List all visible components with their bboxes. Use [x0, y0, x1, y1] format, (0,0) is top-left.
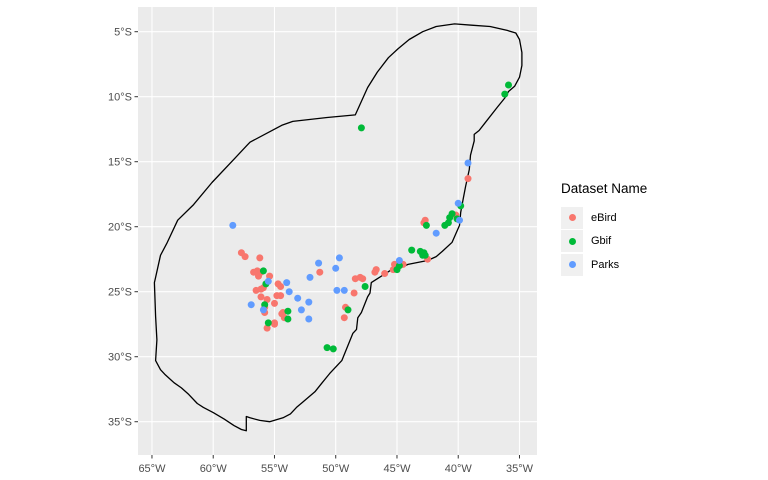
data-point-gbif — [408, 246, 416, 254]
y-tick-label: 15°S — [108, 157, 132, 169]
data-point-parks — [229, 221, 237, 229]
data-point-ebird — [316, 268, 324, 276]
country-outline — [153, 23, 523, 432]
plot-panel — [138, 7, 537, 455]
data-point-ebird — [371, 268, 379, 276]
data-point-parks — [454, 199, 462, 207]
legend-item-parks: Parks — [561, 253, 647, 277]
data-point-parks — [305, 298, 313, 306]
y-tick-label: 30°S — [108, 352, 132, 364]
data-point-gbif — [284, 315, 292, 323]
x-tick-label: 35°W — [506, 463, 534, 475]
data-point-gbif — [501, 90, 509, 98]
data-point-gbif — [361, 283, 369, 290]
data-point-parks — [432, 229, 440, 237]
legend-ebird-dot-icon — [568, 214, 576, 222]
data-point-gbif — [357, 124, 365, 132]
data-point-gbif — [421, 251, 429, 259]
legend-key-parks — [561, 253, 583, 276]
data-point-ebird — [271, 320, 278, 328]
data-point-gbif — [264, 319, 272, 327]
data-point-parks — [333, 286, 341, 294]
data-point-ebird — [263, 296, 271, 303]
data-point-ebird — [277, 283, 285, 290]
data-point-gbif — [259, 267, 267, 275]
data-point-parks — [456, 216, 463, 224]
data-point-parks — [259, 306, 267, 314]
data-point-parks — [283, 279, 291, 287]
data-point-parks — [395, 257, 403, 264]
data-point-parks — [335, 254, 343, 262]
data-point-parks — [297, 306, 305, 314]
x-tick-label: 55°W — [261, 463, 289, 475]
data-point-parks — [264, 277, 272, 285]
data-point-ebird — [255, 272, 262, 280]
data-point-gbif — [329, 345, 337, 353]
data-point-ebird — [381, 270, 389, 277]
data-point-parks — [247, 301, 255, 309]
data-point-ebird — [256, 254, 264, 262]
data-point-parks — [332, 264, 340, 272]
y-tick-label: 35°S — [108, 417, 132, 429]
legend-item-gbif: Gbif — [561, 230, 647, 254]
data-point-parks — [305, 315, 313, 323]
legend-parks-dot-icon — [568, 261, 576, 269]
data-point-ebird — [340, 314, 348, 322]
data-point-gbif — [323, 344, 331, 352]
data-point-ebird — [278, 310, 286, 318]
data-point-ebird — [241, 253, 249, 261]
legend: Dataset Name eBird Gbif Parks — [561, 181, 647, 277]
data-point-gbif — [441, 221, 449, 229]
data-point-parks — [315, 259, 323, 267]
legend-title: Dataset Name — [561, 181, 648, 196]
legend-label-parks: Parks — [591, 258, 620, 271]
legend-gbif-dot-icon — [568, 237, 576, 245]
legend-key-gbif — [561, 230, 583, 253]
data-point-ebird — [359, 275, 367, 283]
data-point-parks — [294, 294, 302, 302]
legend-label-ebird: eBird — [591, 211, 617, 224]
data-point-ebird — [250, 268, 258, 276]
y-tick-label: 25°S — [108, 287, 132, 299]
data-point-parks — [464, 159, 472, 167]
x-tick-label: 40°W — [445, 463, 473, 475]
y-tick-label: 20°S — [108, 222, 132, 234]
legend-key-ebird — [561, 206, 583, 229]
y-tick-label: 5°S — [114, 27, 132, 39]
data-point-gbif — [393, 266, 401, 274]
x-tick-label: 50°W — [322, 463, 350, 475]
x-tick-label: 60°W — [200, 463, 228, 475]
data-point-parks — [340, 286, 348, 294]
legend-label-gbif: Gbif — [591, 235, 612, 248]
data-point-gbif — [284, 307, 292, 315]
x-tick-label: 65°W — [138, 463, 166, 475]
data-point-ebird — [257, 293, 265, 301]
data-point-parks — [306, 273, 314, 281]
data-point-ebird — [350, 289, 358, 297]
data-point-gbif — [344, 306, 352, 314]
data-point-ebird — [277, 292, 285, 300]
y-tick-label: 10°S — [108, 92, 132, 104]
legend-item-ebird: eBird — [561, 206, 647, 230]
data-point-gbif — [422, 221, 430, 229]
data-point-ebird — [464, 175, 472, 183]
data-point-parks — [285, 288, 293, 296]
data-point-gbif — [505, 81, 512, 89]
data-point-ebird — [271, 299, 278, 307]
x-tick-label: 45°W — [383, 463, 411, 475]
